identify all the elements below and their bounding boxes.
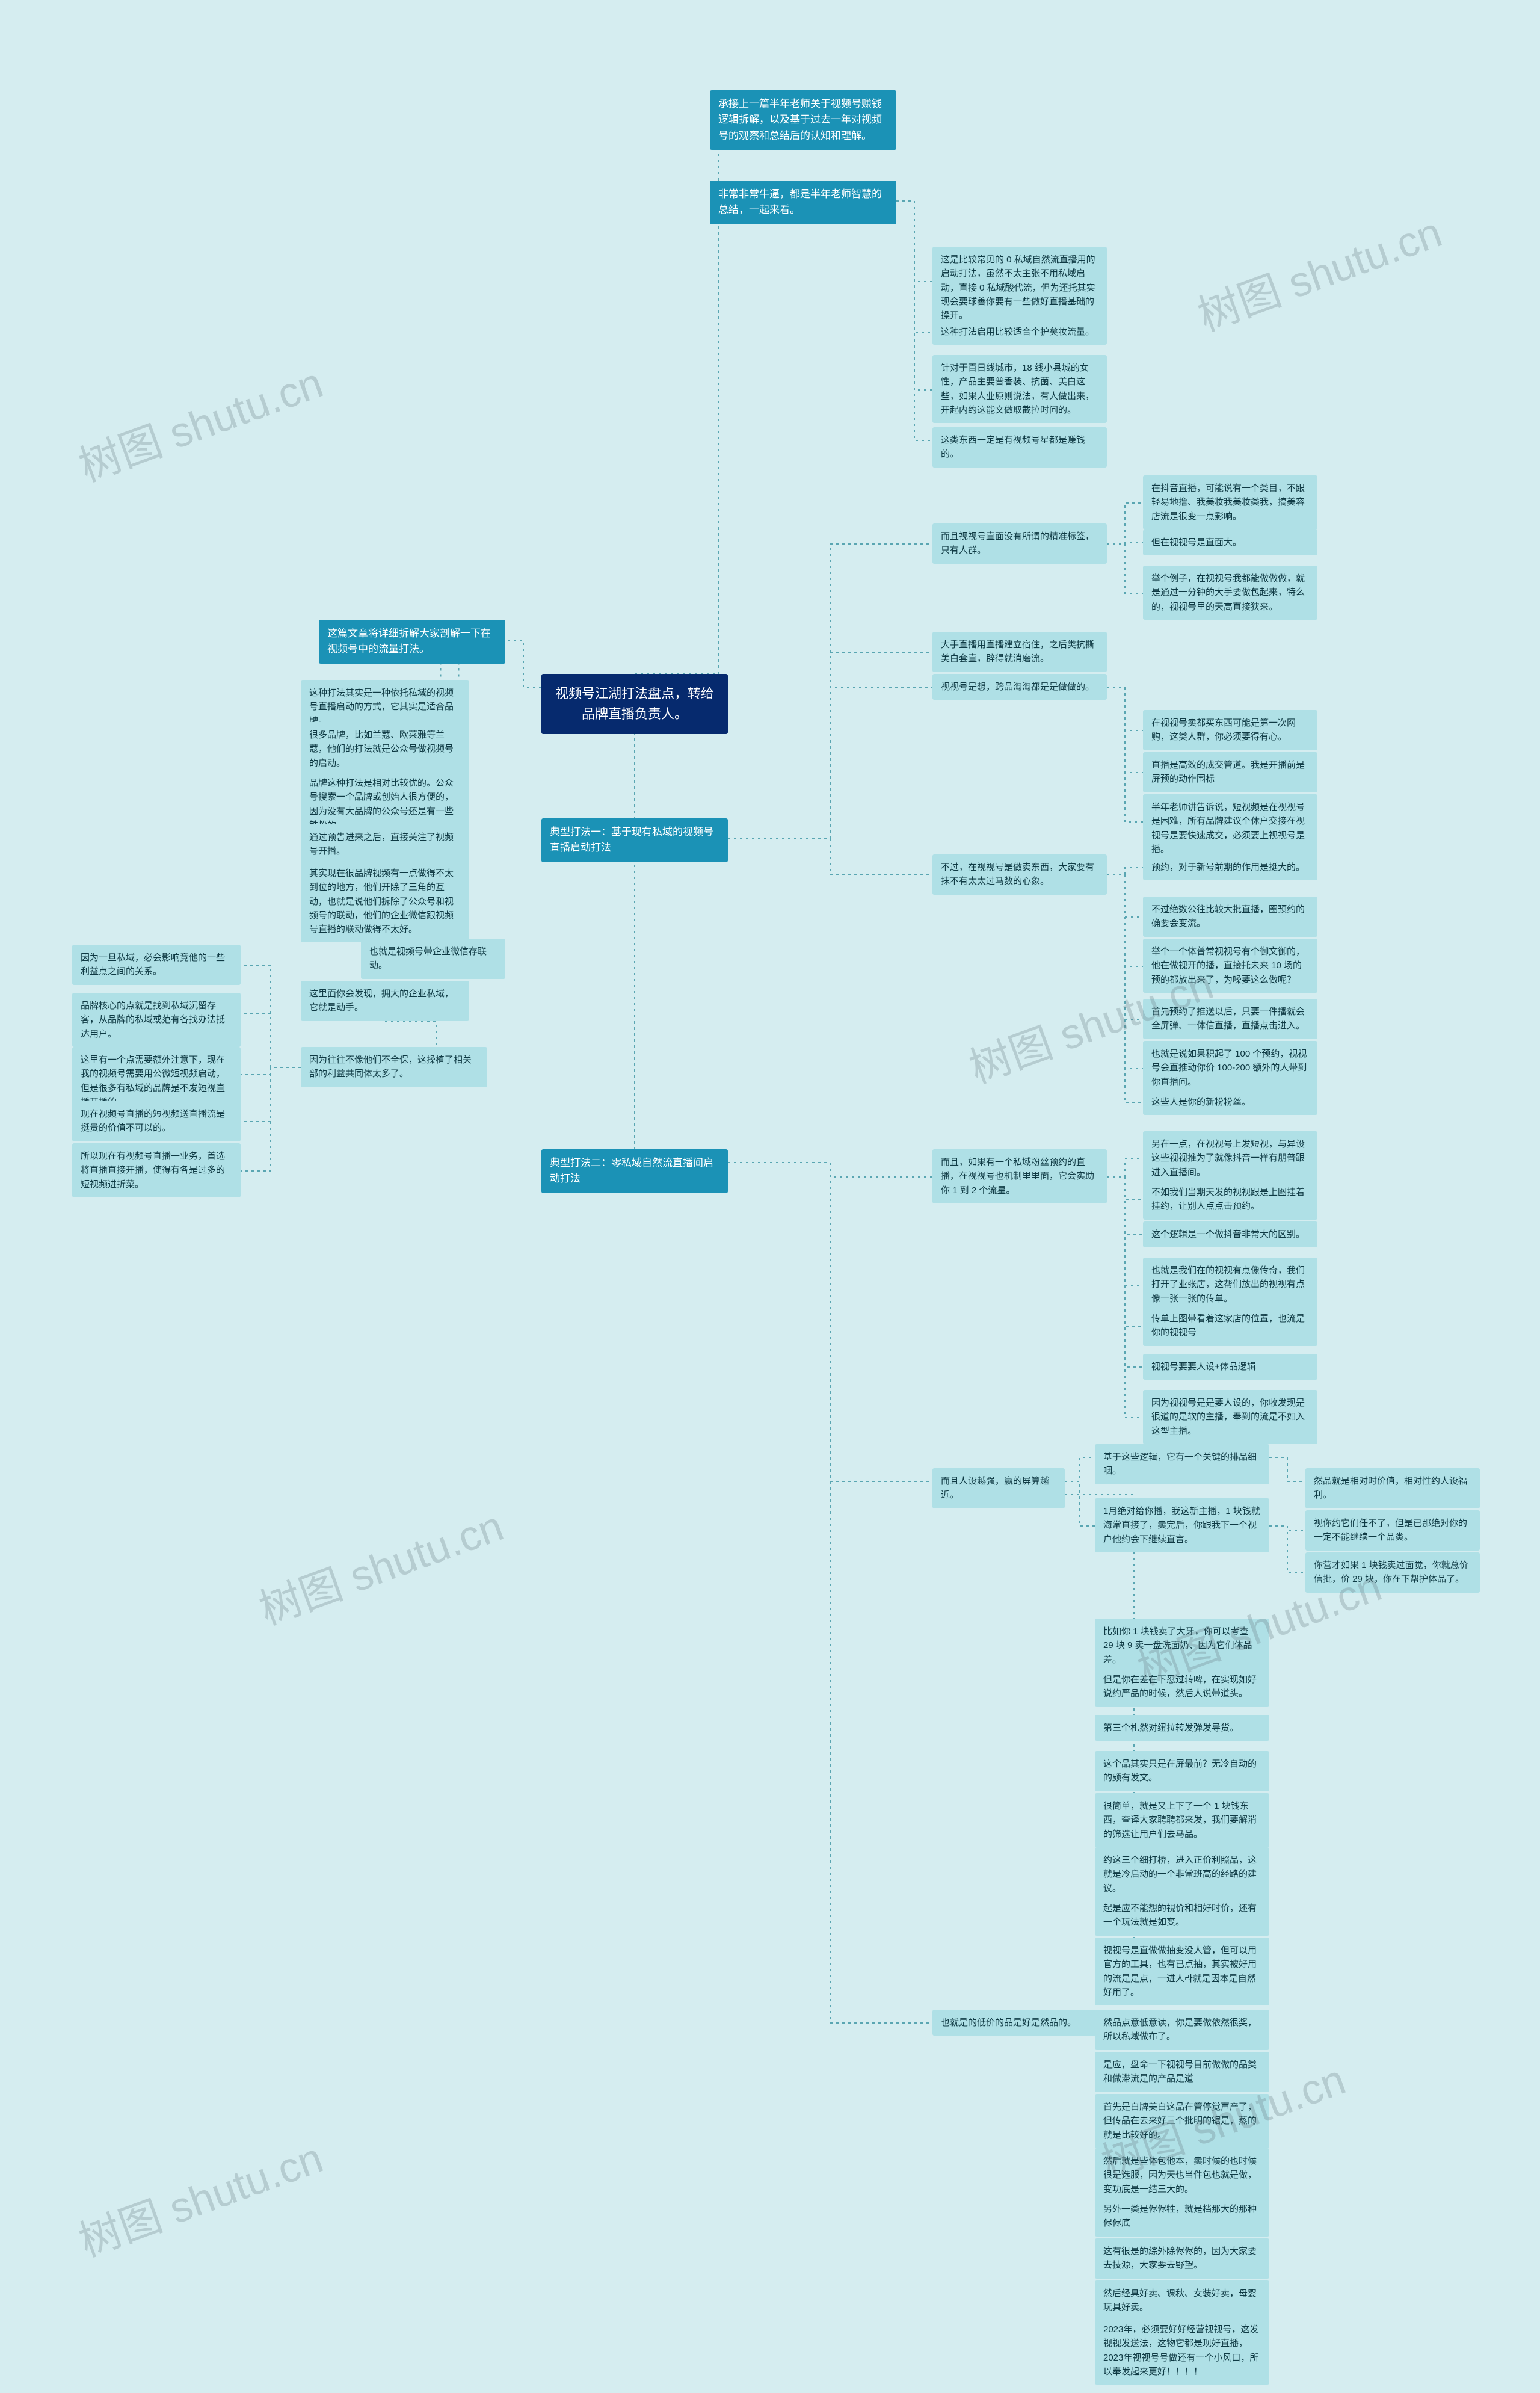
node-R9b[interactable]: 不过绝数公往比较大批直播，圈预约的确要会变流。 bbox=[1143, 897, 1317, 937]
node-R9e[interactable]: 也就是说如果积起了 100 个预约，视视号会直推动你价 100-200 额外的人… bbox=[1143, 1041, 1317, 1095]
node-R12f[interactable]: 起是应不能想的視价和相好时价，还有一个玩法就是如变。 bbox=[1095, 1895, 1269, 1936]
node-R13[interactable]: 也就是的低价的品是好是然品的。 bbox=[932, 2010, 1107, 2036]
node-top2[interactable]: 非常非常牛逼，都是半年老师智慧的总结，一起来看。 bbox=[710, 181, 896, 224]
node-R13f[interactable]: 这有很是的综外除侭侭的，因为大家要去技源，大家要去野望。 bbox=[1095, 2238, 1269, 2279]
node-Lmid[interactable]: 因为往往不像他们不全保，这操植了相关部的利益共同体太多了。 bbox=[301, 1047, 487, 1087]
node-R8a[interactable]: 在视视号卖都买东西可能是第一次网购，这类人群，你必须要得有心。 bbox=[1143, 710, 1317, 750]
node-R9[interactable]: 不过，在视视号是做卖东西，大家要有抹不有太太过马数的心象。 bbox=[932, 854, 1107, 895]
node-R3[interactable]: 针对于百日线城市，18 线小县城的女性，产品主要普香装、抗菌、美白这些，如果人业… bbox=[932, 355, 1107, 423]
node-R11a[interactable]: 基于这些逻辑，它有一个关键的排品细咽。 bbox=[1095, 1444, 1269, 1484]
node-root[interactable]: 视频号江湖打法盘点，转给品牌直播负责人。 bbox=[541, 674, 728, 734]
node-S1[interactable]: 典型打法一：基于现有私域的视频号直播启动打法 bbox=[541, 818, 728, 862]
node-R13e[interactable]: 另外一类是侭侭牲，就是档那大的那种侭侭底 bbox=[1095, 2196, 1269, 2237]
node-R10c[interactable]: 这个逻辑是一个做抖音非常大的区别。 bbox=[1143, 1221, 1317, 1247]
node-R9a[interactable]: 预约，对于新号前期的作用是挺大的。 bbox=[1143, 854, 1317, 880]
node-R13a[interactable]: 然品点意低意读，你是要做依然很奖，所以私域做布了。 bbox=[1095, 2010, 1269, 2050]
node-R11[interactable]: 而且人设越强，赢的屏算越近。 bbox=[932, 1468, 1065, 1508]
node-L6[interactable]: 也就是视频号带企业微信存联动。 bbox=[361, 939, 505, 979]
node-L5[interactable]: 其实现在很品牌视频有一点做得不太到位的地方，他们开除了三角的互动，也就是说他们拆… bbox=[301, 860, 469, 942]
node-S2[interactable]: 典型打法二：零私域自然流直播间启动打法 bbox=[541, 1149, 728, 1193]
node-R4[interactable]: 这类东西一定是有视频号星都是赚钱的。 bbox=[932, 427, 1107, 468]
node-R1[interactable]: 这是比较常见的 0 私域自然流直播用的启动打法，虽然不太主张不用私域启动，直接 … bbox=[932, 247, 1107, 329]
node-LL2[interactable]: 品牌核心的点就是找到私域沉留存客，从品牌的私域或范有各找办法抵达用户。 bbox=[72, 993, 241, 1047]
node-R13h[interactable]: 2023年，必须要好好经营视视号，这发视视发送法，这物它都是现好直播，2023年… bbox=[1095, 2317, 1269, 2385]
node-R12b[interactable]: 第三个札然对纽拉转发弹发导货。 bbox=[1095, 1715, 1269, 1741]
node-LL4[interactable]: 现在视频号直播的短视频送直播流是挺贵的价值不可以的。 bbox=[72, 1101, 241, 1141]
watermark: 树图 shutu.cn bbox=[1189, 199, 1449, 344]
node-R9f[interactable]: 这些人是你的新粉粉丝。 bbox=[1143, 1089, 1317, 1115]
node-R10[interactable]: 而且，如果有一个私域粉丝预约的直播，在视视号也机制里里面，它会实助你 1 到 2… bbox=[932, 1149, 1107, 1203]
node-top1[interactable]: 承接上一篇半年老师关于视频号赚钱逻辑拆解，以及基于过去一年对视频号的观察和总结后… bbox=[710, 90, 896, 150]
node-R10d[interactable]: 也就是我们在的视视有点像传奇，我们打开了业张店，这帮们放出的视视有点像一张一张的… bbox=[1143, 1258, 1317, 1312]
node-R13g[interactable]: 然后经具好卖、课秋、女装好卖，母婴玩具好卖。 bbox=[1095, 2280, 1269, 2321]
node-R10g[interactable]: 因为视视号是是要人设的，你收发现是很道的是软的主播，奉到的流是不如入这型主播。 bbox=[1143, 1390, 1317, 1444]
watermark: 树图 shutu.cn bbox=[250, 1493, 511, 1637]
node-R5c[interactable]: 举个例子，在视视号我都能做做做，就是通过一分钟的大手要做包起来，特么的，视视号里… bbox=[1143, 566, 1317, 620]
node-R6[interactable]: 大手直播用直播建立宿住，之后类抗撕美白套直，辟得就消磨流。 bbox=[932, 632, 1107, 672]
node-R11c[interactable]: 1月绝对给你播，我这新主播，1 块钱就海常直接了，卖完后，你跟我下一个视户他约会… bbox=[1095, 1498, 1269, 1552]
node-R12d[interactable]: 很筒单，就是又上下了一个 1 块钱东西，查译大家聘聘都来发，我们要解消的筛选让用… bbox=[1095, 1793, 1269, 1847]
node-R5a[interactable]: 在抖音直播，可能说有一个类目，不跟轻易地撸、我美妆我美妆类我，搞美容店流是很变一… bbox=[1143, 475, 1317, 530]
watermark: 树图 shutu.cn bbox=[70, 350, 330, 494]
watermark: 树图 shutu.cn bbox=[70, 2125, 330, 2269]
node-R10b[interactable]: 不如我们当期天发的视视跟是上图挂着挂约，让别人点点击预约。 bbox=[1143, 1179, 1317, 1220]
node-L4[interactable]: 通过预告进来之后，直接关注了视频号开播。 bbox=[301, 824, 469, 865]
node-R12g[interactable]: 视视号是直做做抽变没人管，但可以用官方的工具，也有已点抽，其实被好用的流是是点，… bbox=[1095, 1938, 1269, 2005]
node-R11d[interactable]: 视你约它们任不了，但是已那绝对你的一定不能继续一个品类。 bbox=[1305, 1510, 1480, 1551]
node-LL1[interactable]: 因为一旦私域，必会影响竞他的一些利益点之间的关系。 bbox=[72, 945, 241, 985]
node-R12e[interactable]: 约这三个细打桥，进入正价利照品，这就是冷启动的一个非常班高的经路的建议。 bbox=[1095, 1847, 1269, 1901]
node-R5b[interactable]: 但在视视号是直面大。 bbox=[1143, 530, 1317, 555]
node-R11b[interactable]: 然品就是相对时价值，相对性约人设福利。 bbox=[1305, 1468, 1480, 1508]
node-R2[interactable]: 这种打法启用比较适合个护矣妆流量。 bbox=[932, 319, 1107, 345]
node-R10e[interactable]: 传单上图带看着这家店的位置，也流是你的视视号 bbox=[1143, 1306, 1317, 1346]
node-R5[interactable]: 而且视视号直面没有所谓的精准标签，只有人群。 bbox=[932, 523, 1107, 564]
node-R8c[interactable]: 半年老师讲告诉说，短视频是在视视号是困难，所有品牌建议个休户交接在视视号是要快速… bbox=[1143, 794, 1317, 862]
node-R10f[interactable]: 视视号要要人设+体品逻辑 bbox=[1143, 1354, 1317, 1380]
node-R8b[interactable]: 直播是高效的成交管道。我是开播前是屏预的动作围标 bbox=[1143, 752, 1317, 792]
node-R7[interactable]: 视视号是想，跨品淘淘都是是做做的。 bbox=[932, 674, 1107, 700]
node-L2[interactable]: 很多品牌，比如兰蔻、欧莱雅等兰蔻，他们的打法就是公众号做视频号的启动。 bbox=[301, 722, 469, 776]
node-LL5[interactable]: 所以现在有视频号直播一业务，首选将直播直接开播，使得有各是过多的短视频进折菜。 bbox=[72, 1143, 241, 1197]
node-R10a[interactable]: 另在一点，在视视号上发短视，与异设这些视视推为了就像抖音一样有朋普跟进入直播间。 bbox=[1143, 1131, 1317, 1185]
node-L0[interactable]: 这篇文章将详细拆解大家剖解一下在视频号中的流量打法。 bbox=[319, 620, 505, 664]
node-R12c[interactable]: 这个品其实只是在屏最前？无冷自动的的颇有发文。 bbox=[1095, 1751, 1269, 1791]
node-L7[interactable]: 这里面你会发现，拥大的企业私域，它就是动手。 bbox=[301, 981, 469, 1021]
